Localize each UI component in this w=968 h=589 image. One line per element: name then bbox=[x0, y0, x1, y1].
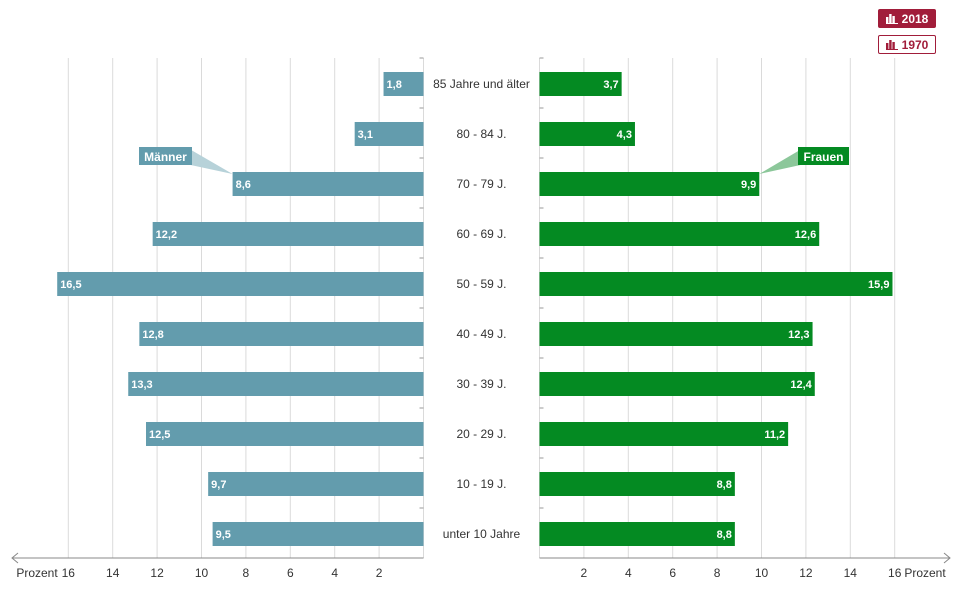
bar-value-label-women: 3,7 bbox=[603, 79, 618, 91]
x-tick-label-left: 6 bbox=[287, 566, 294, 580]
bar-value-label-women: 4,3 bbox=[617, 129, 632, 141]
bar-women bbox=[539, 122, 635, 146]
x-tick-label-right: 16 bbox=[888, 566, 902, 580]
bar-value-label-men: 3,1 bbox=[358, 129, 373, 141]
bar-value-label-women: 12,6 bbox=[795, 229, 816, 241]
category-label: 60 - 69 J. bbox=[456, 227, 506, 241]
bar-women bbox=[539, 322, 813, 346]
bar-value-label-men: 13,3 bbox=[131, 379, 152, 391]
x-tick-label-right: 4 bbox=[625, 566, 632, 580]
category-label: 20 - 29 J. bbox=[456, 427, 506, 441]
bar-men bbox=[383, 72, 424, 96]
bar-men bbox=[152, 222, 424, 246]
bar-value-label-women: 12,3 bbox=[788, 329, 809, 341]
bar-value-label-women: 9,9 bbox=[741, 179, 756, 191]
x-tick-label-right: 6 bbox=[669, 566, 676, 580]
bar-men bbox=[57, 272, 424, 296]
x-axis-label-right: Prozent bbox=[904, 566, 946, 580]
bar-women bbox=[539, 222, 820, 246]
year-toggle-2018[interactable]: 2018 bbox=[878, 9, 936, 28]
toggle-label-2018: 2018 bbox=[901, 11, 929, 26]
bar-value-label-women: 11,2 bbox=[764, 429, 785, 441]
x-tick-label-left: 12 bbox=[150, 566, 164, 580]
x-tick-label-left: 8 bbox=[243, 566, 250, 580]
year-toggle-1970[interactable]: 1970 bbox=[878, 35, 936, 54]
toggle-label-1970: 1970 bbox=[901, 37, 929, 52]
bar-value-label-men: 9,5 bbox=[216, 529, 231, 541]
bar-value-label-men: 9,7 bbox=[211, 479, 226, 491]
x-tick-label-left: 14 bbox=[106, 566, 120, 580]
series-callout-box-men bbox=[139, 147, 192, 165]
bar-men bbox=[212, 522, 424, 546]
category-label: 30 - 39 J. bbox=[456, 377, 506, 391]
x-tick-label-right: 2 bbox=[581, 566, 588, 580]
category-label: 80 - 84 J. bbox=[456, 127, 506, 141]
series-callout-pointer-women bbox=[759, 147, 805, 174]
bar-women bbox=[539, 72, 622, 96]
bar-men bbox=[146, 422, 424, 446]
x-tick-label-left: 10 bbox=[195, 566, 209, 580]
x-axis-right-arrow bbox=[943, 552, 951, 564]
category-label: 50 - 59 J. bbox=[456, 277, 506, 291]
bar-value-label-women: 15,9 bbox=[868, 279, 889, 291]
category-label: unter 10 Jahre bbox=[443, 527, 521, 541]
x-axis-label-left: Prozent bbox=[16, 566, 58, 580]
bar-men bbox=[139, 322, 424, 346]
bar-women bbox=[539, 472, 735, 496]
category-label: 70 - 79 J. bbox=[456, 177, 506, 191]
bar-value-label-men: 16,5 bbox=[60, 279, 81, 291]
x-tick-label-right: 12 bbox=[799, 566, 813, 580]
bar-men bbox=[354, 122, 424, 146]
bar-value-label-men: 8,6 bbox=[236, 179, 251, 191]
x-tick-label-right: 8 bbox=[714, 566, 721, 580]
bar-women bbox=[539, 372, 815, 396]
bar-men bbox=[232, 172, 424, 196]
series-callout-pointer-men bbox=[186, 147, 233, 174]
series-callout-box-women bbox=[798, 147, 849, 165]
category-label: 40 - 49 J. bbox=[456, 327, 506, 341]
bar-value-label-men: 1,8 bbox=[387, 79, 402, 91]
bar-men bbox=[208, 472, 424, 496]
bar-value-label-women: 8,8 bbox=[717, 529, 732, 541]
bar-value-label-women: 8,8 bbox=[717, 479, 732, 491]
x-tick-label-right: 10 bbox=[755, 566, 769, 580]
bar-value-label-men: 12,2 bbox=[156, 229, 177, 241]
bar-value-label-women: 12,4 bbox=[790, 379, 812, 391]
x-tick-label-left: 16 bbox=[62, 566, 76, 580]
category-label: 85 Jahre und älter bbox=[433, 77, 530, 91]
bar-chart-icon bbox=[885, 13, 898, 24]
bar-value-label-men: 12,8 bbox=[142, 329, 163, 341]
bar-men bbox=[128, 372, 424, 396]
x-tick-label-left: 4 bbox=[331, 566, 338, 580]
bar-women bbox=[539, 522, 735, 546]
bar-value-label-men: 12,5 bbox=[149, 429, 170, 441]
series-callout-label-men: Männer bbox=[144, 150, 187, 164]
x-axis-left-arrow bbox=[11, 552, 19, 564]
bar-women bbox=[539, 422, 789, 446]
x-tick-label-left: 2 bbox=[376, 566, 383, 580]
bar-women bbox=[539, 272, 893, 296]
x-tick-label-right: 14 bbox=[844, 566, 858, 580]
category-label: 10 - 19 J. bbox=[456, 477, 506, 491]
bar-women bbox=[539, 172, 760, 196]
series-callout-label-women: Frauen bbox=[803, 150, 843, 164]
bar-chart-icon bbox=[885, 39, 898, 50]
